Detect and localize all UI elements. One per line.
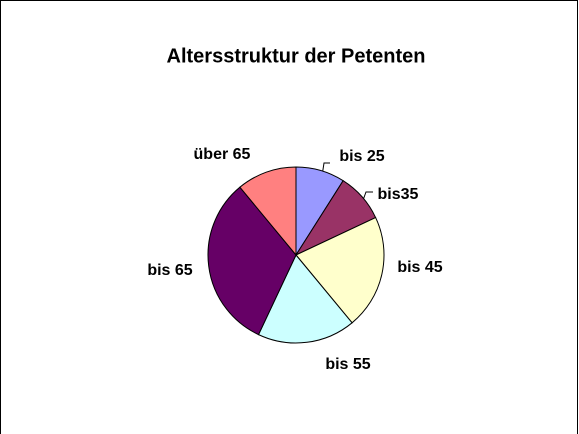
pie-slice xyxy=(207,186,297,336)
chart-title: Altersstruktur der Petenten xyxy=(167,45,426,67)
slice-label: bis 45 xyxy=(397,259,442,276)
slice-label: bis 25 xyxy=(339,148,384,165)
pie-slice xyxy=(295,216,385,324)
slice-label: bis35 xyxy=(378,186,419,203)
slice-label: bis 65 xyxy=(147,262,192,279)
pie-slice xyxy=(239,166,297,257)
slice-label: bis 55 xyxy=(325,356,370,373)
pie-slice xyxy=(257,254,353,344)
slice-label: über 65 xyxy=(194,146,251,163)
